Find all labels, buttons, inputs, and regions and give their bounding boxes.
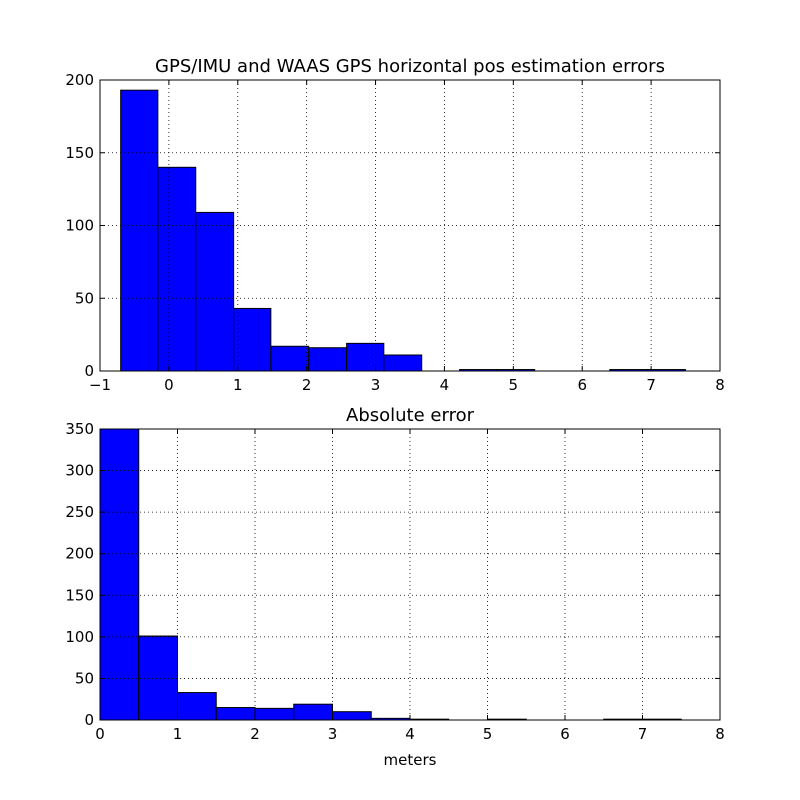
histogram-bar (293, 703, 333, 721)
x-tick-label: 3 (328, 725, 338, 743)
y-tick-label: 350 (65, 420, 94, 438)
x-tick-label: 7 (646, 376, 656, 394)
x-tick-label: 1 (233, 376, 243, 394)
y-tick-label: 50 (75, 669, 94, 687)
y-tick-label: 200 (65, 545, 94, 563)
histogram-bar (254, 707, 295, 721)
x-tick-label: 3 (371, 376, 381, 394)
y-tick-label: 150 (65, 586, 94, 604)
histogram-bar (383, 354, 423, 372)
axes-frame (99, 428, 721, 721)
y-tick-label: 200 (65, 71, 94, 89)
chart-title: Absolute error (346, 405, 475, 426)
y-tick-label: 0 (84, 362, 94, 380)
histogram-bar (195, 211, 235, 372)
histogram-bar (270, 345, 310, 372)
x-tick-label: 5 (509, 376, 519, 394)
x-tick-label: 2 (302, 376, 312, 394)
x-tick-label: −1 (89, 376, 111, 394)
histogram-bar (215, 707, 256, 721)
y-tick-label: 250 (65, 503, 94, 521)
histogram-bar (138, 635, 178, 721)
histogram-bar (346, 342, 385, 372)
x-axis-label: meters (384, 751, 437, 769)
x-tick-label: 6 (577, 376, 587, 394)
chart-title: GPS/IMU and WAAS GPS horizontal pos esti… (155, 56, 665, 77)
y-tick-label: 0 (84, 711, 94, 729)
x-tick-label: 8 (715, 376, 725, 394)
histogram-bar (120, 89, 159, 372)
histogram-bar (308, 347, 348, 372)
x-tick-label: 0 (164, 376, 174, 394)
x-tick-label: 5 (483, 725, 493, 743)
bottom-histogram-panel: 0 1 2 3 4 5 6 7 8 0 50 100 150 200 250 300 350 Absolute e… (65, 405, 724, 769)
x-tick-label: 4 (405, 725, 415, 743)
y-tick-label: 100 (65, 628, 94, 646)
y-tick-label: 150 (65, 144, 94, 162)
x-tick-label: 4 (440, 376, 450, 394)
histogram-bar (332, 711, 372, 721)
y-tick-label: 300 (65, 462, 94, 480)
x-tick-label: 2 (250, 725, 260, 743)
x-tick-label: 8 (715, 725, 725, 743)
histogram-bar (99, 428, 140, 721)
x-tick-label: 7 (638, 725, 648, 743)
x-tick-label: 1 (173, 725, 183, 743)
histogram-bar (233, 307, 272, 372)
y-tick-label: 50 (75, 289, 94, 307)
y-tick-label: 100 (65, 217, 94, 235)
x-tick-label: 0 (95, 725, 105, 743)
histogram-bar (157, 166, 197, 372)
x-tick-label: 6 (560, 725, 570, 743)
histogram-bar (177, 692, 217, 721)
